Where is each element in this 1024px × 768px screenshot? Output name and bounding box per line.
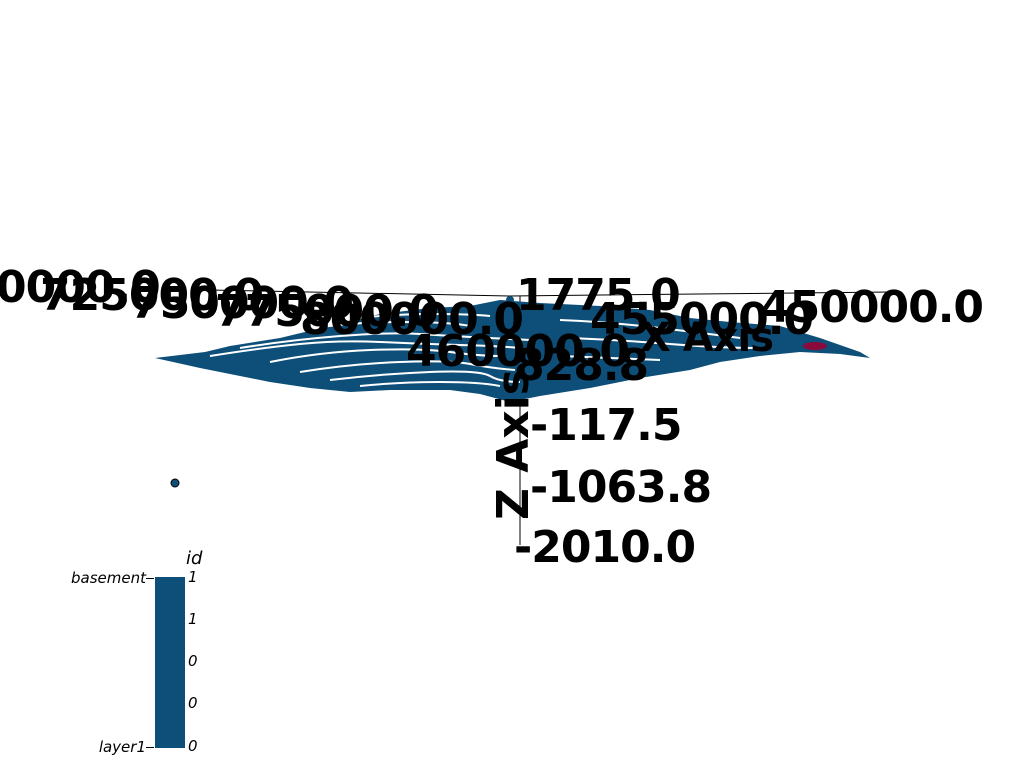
legend-color-bar (155, 577, 185, 748)
x-tick-label: 450000.0 (760, 282, 984, 333)
x-tick-label: 775000.0 (215, 286, 439, 337)
legend-tick-mark (146, 578, 154, 579)
x-tick-label: 800000.0 (300, 294, 524, 345)
x-tick-label: 455000.0 (590, 294, 814, 345)
legend-category-bottom: layer1 (98, 738, 146, 756)
marker-point (170, 478, 180, 488)
x-tick-label: 725000.0 (40, 270, 264, 321)
marker-point (565, 538, 571, 544)
z-tick-label: -117.5 (530, 400, 682, 451)
z-tick-label: -1063.8 (530, 462, 712, 513)
legend-tick-mark (146, 747, 154, 748)
marker-point (506, 296, 514, 304)
z-axis-title: Z Axis (488, 369, 539, 520)
legend-tick-label: 0 (188, 694, 198, 712)
legend-tick-label: 1 (188, 610, 198, 628)
z-tick-label: -2010.0 (514, 522, 696, 573)
legend-category-top: basement (71, 569, 146, 587)
x-tick-label: 460000.0 (406, 326, 630, 377)
contour-lines (209, 312, 761, 387)
legend-tick-label: 0 (188, 737, 198, 755)
x-axis-title: X Axis (640, 315, 774, 361)
legend-tick-label: 0 (188, 652, 198, 670)
legend-title: id (186, 548, 203, 569)
highlight-patch (803, 342, 827, 350)
z-tick-label: 1775.0 (516, 270, 681, 321)
x-tick-label: 0000.0 (0, 262, 161, 313)
x-tick-label: 750000.0 (130, 278, 354, 329)
legend-tick-label: 1 (188, 568, 198, 586)
z-tick-label: 828.8 (514, 340, 649, 391)
